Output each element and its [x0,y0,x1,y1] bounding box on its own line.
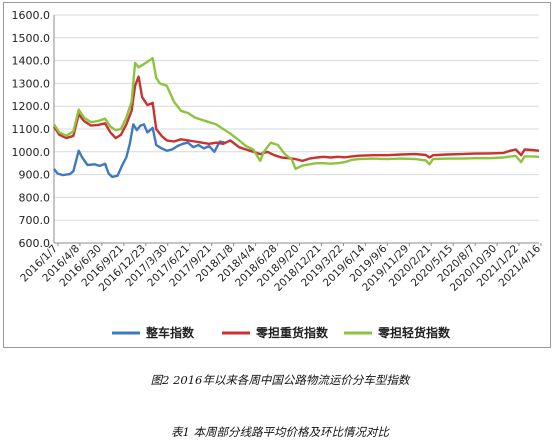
legend-label-3: 零担轻货指数 [377,325,451,340]
y-tick-label: 700.0 [19,214,51,227]
y-tick-labels: 600.0 700.0 800.0 900.0 1000.0 1100.0 1200.0 13… [12,9,51,250]
legend-label-2: 零担重货指数 [255,325,329,340]
figure-caption: 图2 2016年以来各周中国公路物流运价分车型指数 [150,373,410,387]
line-chart: 600.0 700.0 800.0 900.0 1000.0 1100.0 1200.0 13… [12,9,544,340]
y-tick-label: 1600.0 [12,9,51,22]
axes [53,15,542,246]
chart-frame: 600.0 700.0 800.0 900.0 1000.0 1100.0 1200.0 13… [3,2,551,348]
y-tick-label: 800.0 [19,191,51,204]
y-tick-label: 600.0 [19,237,51,250]
series-lines [52,57,540,179]
legend: 整车指数 零担重货指数 零担轻货指数 [112,325,451,340]
gridlines [54,14,539,244]
series-line-2 [52,75,540,163]
table-caption: 表1 本周部分线路平均价格及环比情况对比 [171,425,389,439]
y-tick-label: 1500.0 [12,32,51,45]
y-tick-label: 1300.0 [12,77,51,90]
legend-label-1: 整车指数 [145,325,195,340]
series-line-1 [53,123,226,179]
y-tick-label: 1200.0 [12,100,51,113]
y-tick-label: 1000.0 [12,146,51,159]
y-tick-label: 1400.0 [12,55,51,68]
series-line-3 [52,57,540,171]
y-tick-label: 900.0 [19,169,51,182]
y-tick-label: 1100.0 [12,123,51,136]
x-tick-labels: 2016/1/72016/4/82016/6/302016/9/212016/1… [18,242,543,294]
